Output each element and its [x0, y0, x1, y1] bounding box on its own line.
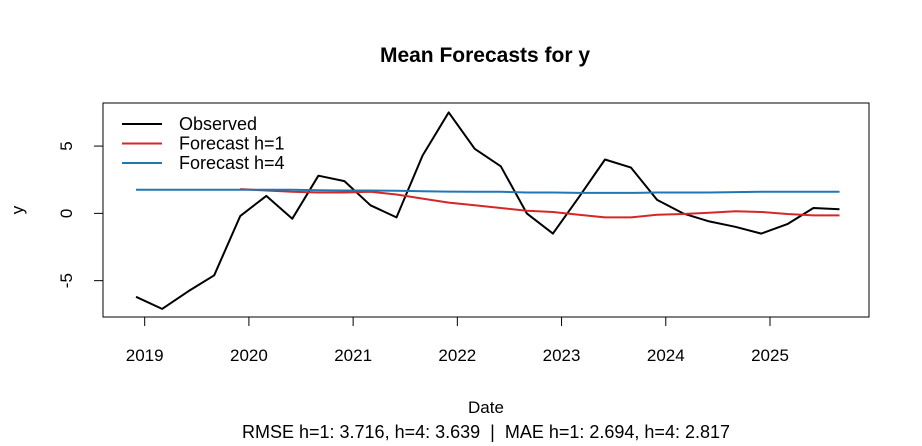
x-tick-label: 2025 — [751, 346, 789, 365]
series-line-3 — [136, 188, 840, 194]
legend-label: Observed — [179, 114, 257, 134]
series-line-2 — [240, 188, 840, 219]
legend-label: Forecast h=4 — [179, 153, 285, 173]
legend-label: Forecast h=1 — [179, 134, 285, 154]
chart-title: Mean Forecasts for y — [380, 44, 590, 67]
x-tick-label: 2023 — [543, 346, 581, 365]
y-tick-label: 5 — [57, 141, 76, 150]
y-axis-label: y — [8, 205, 27, 214]
y-tick-label: 0 — [57, 209, 76, 218]
x-tick-label: 2021 — [334, 346, 372, 365]
error-metrics-caption: RMSE h=1: 3.716, h=4: 3.639 | MAE h=1: 2… — [242, 422, 730, 442]
x-tick-label: 2020 — [230, 346, 268, 365]
x-tick-label: 2022 — [438, 346, 476, 365]
x-tick-label: 2019 — [126, 346, 164, 365]
axes: 2019 2020 2021 2022 2023 2024 2025 -5 0 5 — [57, 141, 789, 365]
series-line-1 — [135, 111, 840, 310]
x-axis-label: Date — [468, 398, 504, 417]
y-tick-label: -5 — [57, 273, 76, 288]
x-tick-label: 2024 — [647, 346, 685, 365]
series-lines — [135, 111, 840, 310]
